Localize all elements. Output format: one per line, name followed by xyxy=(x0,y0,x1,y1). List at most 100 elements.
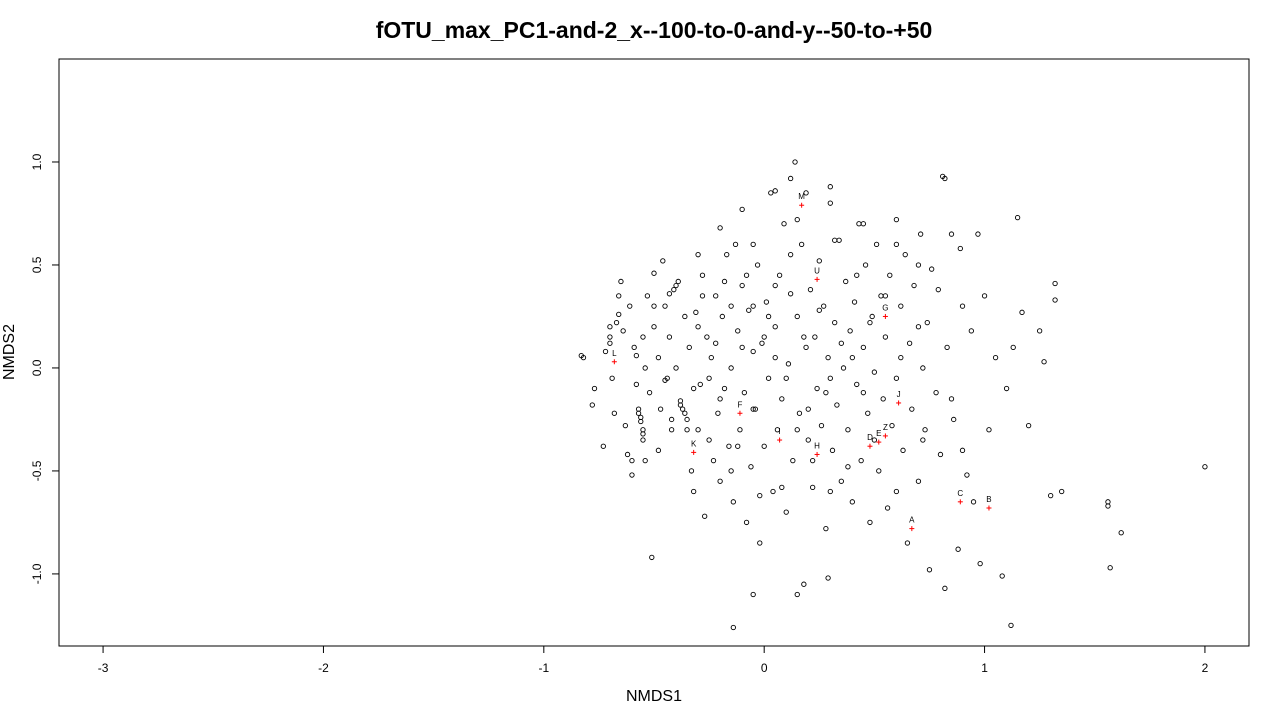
sample-point xyxy=(838,340,844,346)
site-label: D xyxy=(867,433,873,442)
sample-point xyxy=(618,278,624,285)
sample-point xyxy=(695,324,701,330)
sample-point xyxy=(878,293,884,299)
sample-point xyxy=(754,262,761,268)
sample-point xyxy=(929,266,935,272)
sample-point xyxy=(737,427,743,433)
sample-point xyxy=(1107,565,1113,571)
sample-point xyxy=(942,585,948,591)
sample-point xyxy=(915,324,922,330)
sample-point xyxy=(616,293,622,299)
sample-point xyxy=(750,406,756,412)
sample-point xyxy=(750,348,756,355)
sample-point xyxy=(759,340,765,346)
sample-point xyxy=(805,437,811,443)
sample-point xyxy=(840,365,847,371)
sample-point xyxy=(805,406,811,412)
y-tick-label: 1.0 xyxy=(30,153,44,170)
sample-point xyxy=(717,478,723,484)
sample-point xyxy=(695,427,701,433)
sample-point xyxy=(1003,385,1010,392)
sample-point xyxy=(825,354,831,361)
sample-point xyxy=(638,418,644,425)
sample-point xyxy=(686,344,692,351)
sample-point xyxy=(867,319,873,326)
sample-point xyxy=(794,313,800,320)
sample-point xyxy=(1036,328,1043,334)
sample-point xyxy=(948,231,955,237)
sample-point xyxy=(803,344,809,351)
sample-point xyxy=(823,390,829,396)
sample-point xyxy=(666,291,673,297)
sample-point xyxy=(937,451,944,458)
sample-point xyxy=(642,457,648,464)
sample-point xyxy=(898,354,904,361)
sample-point xyxy=(761,443,767,449)
sample-point xyxy=(944,344,950,351)
sample-point xyxy=(783,509,789,515)
sample-point xyxy=(662,303,668,309)
sample-point xyxy=(812,334,818,340)
sample-point xyxy=(713,340,719,346)
sample-point xyxy=(644,293,651,299)
sample-point xyxy=(635,410,642,416)
sample-point xyxy=(959,447,966,453)
sample-point xyxy=(836,237,842,243)
sample-point xyxy=(688,468,695,474)
sample-point xyxy=(735,443,741,449)
sample-point xyxy=(611,410,617,416)
sample-point xyxy=(834,402,840,408)
sample-point xyxy=(668,427,675,433)
sample-point xyxy=(717,396,723,402)
sample-point xyxy=(832,319,838,326)
sample-point xyxy=(640,334,646,340)
sample-point xyxy=(779,396,785,402)
sample-point xyxy=(1105,503,1111,509)
sample-point xyxy=(735,328,741,334)
sample-point xyxy=(827,488,833,495)
sample-point xyxy=(730,624,736,631)
sample-point xyxy=(691,385,697,392)
sample-point xyxy=(787,175,794,182)
sample-point xyxy=(884,505,891,511)
sample-point xyxy=(774,427,781,433)
sample-point xyxy=(607,340,613,346)
sample-point xyxy=(862,262,869,268)
x-tick-label: 1 xyxy=(981,661,988,675)
sample-point xyxy=(772,354,778,361)
sample-point xyxy=(666,334,673,340)
sample-point xyxy=(589,402,595,408)
sample-point xyxy=(699,272,706,278)
sample-point xyxy=(814,385,820,392)
sample-point xyxy=(719,313,725,320)
sample-point xyxy=(856,221,862,227)
site-label: G xyxy=(882,303,888,312)
sample-point xyxy=(629,457,635,464)
sample-point xyxy=(640,431,646,437)
sample-point xyxy=(609,375,615,381)
sample-point xyxy=(832,237,838,243)
sample-point xyxy=(964,472,970,478)
sample-point xyxy=(717,225,723,231)
sample-point xyxy=(893,488,900,495)
sample-point xyxy=(739,206,745,213)
sample-point xyxy=(1052,297,1058,303)
sample-point xyxy=(816,307,822,313)
sample-point xyxy=(838,478,844,484)
sample-point xyxy=(865,410,871,416)
sample-point xyxy=(948,396,955,402)
site-label: A xyxy=(909,516,915,525)
site-label: C xyxy=(957,489,963,498)
sample-point xyxy=(922,427,928,433)
sample-point xyxy=(679,406,686,412)
x-tick-label: -3 xyxy=(98,661,109,675)
sample-point xyxy=(851,299,858,305)
site-markers: M U G L J F K I H ED Z C B A xyxy=(611,192,992,532)
sample-point xyxy=(794,591,800,598)
sample-point xyxy=(673,365,679,371)
sample-point xyxy=(616,311,622,318)
sample-point xyxy=(682,410,688,416)
sample-point xyxy=(748,464,754,470)
sample-point xyxy=(915,262,922,268)
sample-point xyxy=(741,390,748,396)
